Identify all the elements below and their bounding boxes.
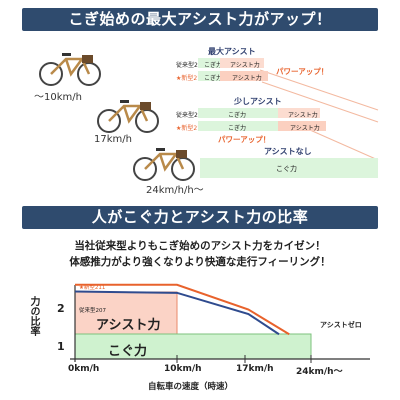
intro-line-2: 体感推力がより強くなりより快適な走行フィーリング！ bbox=[69, 256, 331, 268]
max-old-assist-text: アシスト力 bbox=[230, 62, 260, 69]
legend-new: ★新型211 bbox=[79, 285, 106, 291]
section1-title: こぎ始めの最大アシスト力がアップ！ bbox=[22, 8, 378, 31]
max-new-label: ★新型211 bbox=[176, 75, 205, 82]
no-assist-kogi-bar bbox=[200, 158, 378, 178]
small-new-kogi-bar bbox=[198, 121, 278, 131]
kogi-region-label: こぐ力 bbox=[108, 344, 148, 359]
bike-illustration-3 bbox=[133, 148, 195, 181]
section2-title: 人がこぐ力とアシスト力の比率 bbox=[22, 206, 378, 229]
chart-ylabel: 力の比率 bbox=[28, 296, 39, 336]
xtick-0: 0km/h bbox=[68, 364, 100, 374]
bike-illustration-2 bbox=[97, 100, 159, 133]
small-old-kogi-text: こぎ力 bbox=[228, 112, 247, 119]
small-old-kogi-bar bbox=[198, 108, 278, 118]
series-old-line bbox=[74, 290, 280, 336]
kogi-region bbox=[74, 333, 312, 360]
small-old-assist-text: アシスト力 bbox=[288, 112, 318, 119]
series-new-line bbox=[75, 283, 290, 336]
ratio-chart bbox=[70, 283, 370, 363]
max-old-label: 従来型207 bbox=[176, 62, 206, 69]
diagram-guide-lines bbox=[259, 69, 379, 161]
small-new-kogi-text: こぎ力 bbox=[228, 125, 247, 132]
bike-illustration-1 bbox=[39, 53, 101, 86]
ytick-2: 2 bbox=[57, 302, 65, 315]
no-assist-kogi-text: こぐ力 bbox=[276, 165, 297, 173]
xtick-17: 17km/h bbox=[236, 364, 274, 374]
ytick-1: 1 bbox=[57, 340, 65, 353]
max-new-assist-text: アシスト力 bbox=[232, 75, 262, 82]
small-old-assist-bar bbox=[278, 108, 320, 118]
max-new-assist-bar bbox=[220, 71, 268, 81]
max-old-kogi-text: こぎ力 bbox=[204, 62, 223, 69]
small-powerup-callout: パワーアップ！ bbox=[218, 135, 271, 144]
legend-old: 従来型207 bbox=[79, 308, 106, 314]
max-old-assist-bar bbox=[220, 58, 264, 68]
max-new-kogi-text: こぎ力 bbox=[204, 75, 223, 82]
small-new-assist-text: アシスト力 bbox=[290, 125, 320, 132]
max-old-kogi-bar bbox=[198, 58, 220, 68]
intro-line-1: 当社従来型よりもこぎ始めのアシスト力をカイゼン！ bbox=[74, 240, 326, 252]
small-new-label: ★新型211 bbox=[176, 125, 205, 132]
speed-label-1: 〜10km/h bbox=[34, 92, 82, 103]
small-new-assist-bar bbox=[278, 121, 326, 131]
no-assist-heading: アシストなし bbox=[264, 147, 312, 156]
xtick-24: 24km/h〜 bbox=[296, 367, 343, 377]
assist-region-label: アシスト力 bbox=[96, 318, 161, 333]
speed-label-2: 17km/h bbox=[94, 134, 132, 145]
max-new-kogi-bar bbox=[198, 71, 220, 81]
assist-region bbox=[74, 291, 178, 339]
speed-label-3: 24km/h/h〜 bbox=[146, 185, 204, 196]
small-old-label: 従来型207 bbox=[176, 112, 206, 119]
small-assist-heading: 少しアシスト bbox=[234, 97, 282, 106]
max-assist-heading: 最大アシスト bbox=[208, 47, 256, 56]
assist-zero-label: アシストゼロ bbox=[320, 321, 362, 329]
chart-xlabel: 自転車の速度（時速） bbox=[148, 382, 234, 392]
max-powerup-callout: パワーアップ！ bbox=[276, 67, 329, 76]
xtick-10: 10km/h bbox=[164, 364, 202, 374]
